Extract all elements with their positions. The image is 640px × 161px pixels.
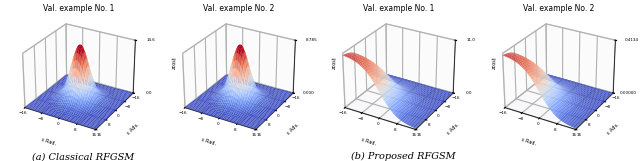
Title: Val. example No. 1: Val. example No. 1 bbox=[363, 4, 434, 13]
Y-axis label: ε Adv.: ε Adv. bbox=[607, 122, 620, 136]
X-axis label: ε Rad.: ε Rad. bbox=[200, 137, 216, 146]
Text: (a) Classical RFGSM: (a) Classical RFGSM bbox=[32, 152, 134, 161]
Title: Val. example No. 2: Val. example No. 2 bbox=[523, 4, 594, 13]
Y-axis label: ε Adv.: ε Adv. bbox=[287, 122, 300, 136]
X-axis label: ε Rad.: ε Rad. bbox=[360, 137, 376, 146]
Text: (b) Proposed RFGSM: (b) Proposed RFGSM bbox=[351, 152, 456, 161]
Title: Val. example No. 1: Val. example No. 1 bbox=[43, 4, 114, 13]
Y-axis label: ε Adv.: ε Adv. bbox=[127, 122, 140, 136]
X-axis label: ε Rad.: ε Rad. bbox=[40, 137, 56, 146]
Title: Val. example No. 2: Val. example No. 2 bbox=[203, 4, 274, 13]
Y-axis label: ε Adv.: ε Adv. bbox=[447, 122, 460, 136]
X-axis label: ε Rad.: ε Rad. bbox=[520, 137, 536, 146]
